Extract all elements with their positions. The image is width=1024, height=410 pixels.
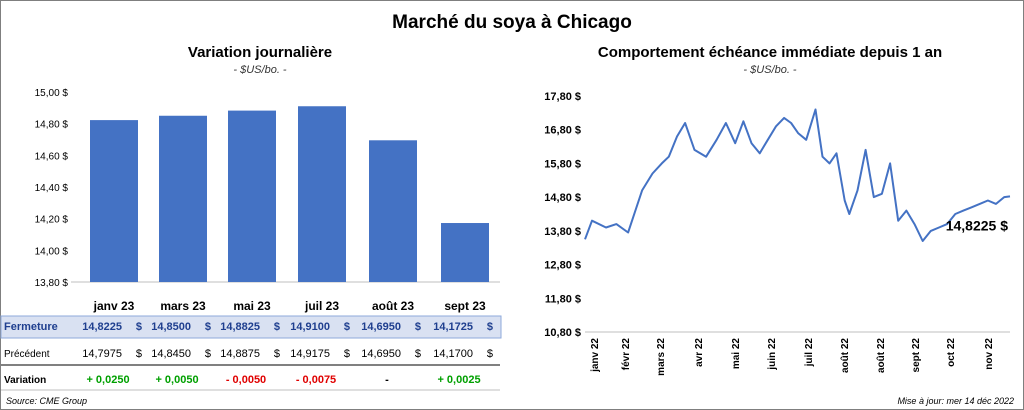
table-cell: - 0,0075 — [296, 374, 336, 386]
table-cell: 14,8875 — [220, 348, 260, 360]
table-cell: 14,8225 — [82, 321, 122, 333]
table-currency: $ — [487, 321, 493, 333]
bar-y-tick-label: 13,80 $ — [35, 278, 69, 289]
line-y-tick-label: 13,80 $ — [544, 226, 581, 238]
bar-chart: 13,80 $ 14,00 $ 14,20 $ 14,40 $ 14,60 $ 14,80… — [0, 88, 502, 391]
table-cell: 14,1725 — [433, 321, 473, 333]
line-x-tick-label: mars 22 — [656, 338, 667, 376]
table-currency: $ — [487, 348, 493, 360]
bar-category-label: sept 23 — [444, 299, 486, 313]
table-cell: 14,9175 — [290, 348, 330, 360]
line-x-tick-label: juin 22 — [767, 338, 778, 371]
line-y-tick-label: 17,80 $ — [544, 91, 581, 103]
table-cell: 14,8500 — [151, 321, 191, 333]
table-currency: $ — [415, 348, 421, 360]
bar-y-tick-label: 14,20 $ — [35, 215, 69, 226]
table-row-label: Précédent — [4, 349, 50, 360]
line-y-tick-label: 14,80 $ — [544, 192, 581, 204]
table-cell: 14,1700 — [433, 348, 473, 360]
table-cell: 14,9100 — [290, 321, 330, 333]
table-currency: $ — [136, 348, 142, 360]
line-x-tick-label: août 22 — [840, 338, 851, 373]
bar — [298, 106, 346, 282]
bar-category-label: janv 23 — [93, 299, 135, 313]
table-row-label: Fermeture — [4, 321, 58, 333]
last-value-label: 14,8225 $ — [946, 217, 1008, 233]
table-currency: $ — [344, 321, 350, 333]
line-x-tick-label: févr 22 — [621, 338, 632, 371]
table-cell: 14,7975 — [82, 348, 122, 360]
table-cell: + 0,0250 — [86, 374, 129, 386]
line-y-tick-label: 11,80 $ — [545, 293, 581, 305]
table-cell: 14,8450 — [151, 348, 191, 360]
bar-y-tick-label: 14,80 $ — [35, 120, 69, 131]
line-x-tick-label: avr 22 — [694, 338, 705, 367]
bar-chart-title: Variation journalière — [187, 44, 333, 61]
price-series-line — [584, 108, 1011, 242]
line-chart-unit: - $US/bo. - — [743, 64, 797, 76]
bar-y-tick-label: 14,00 $ — [35, 246, 69, 257]
line-x-tick-label: sept 22 — [911, 338, 922, 373]
source-note: Source: CME Group — [6, 396, 88, 406]
bar — [159, 115, 207, 282]
table-currency: $ — [274, 348, 280, 360]
bar-category-label: août 23 — [372, 299, 414, 313]
table-cell: 14,8825 — [220, 321, 260, 333]
table-cell: 14,6950 — [361, 321, 401, 333]
table-cell: - — [385, 374, 389, 386]
bar — [441, 223, 489, 282]
line-x-tick-label: janv 22 — [590, 338, 601, 373]
table-currency: $ — [415, 321, 421, 333]
line-x-tick-label: juil 22 — [804, 338, 815, 368]
bar-category-label: mai 23 — [233, 299, 271, 313]
line-y-tick-label: 12,80 $ — [544, 260, 581, 272]
table-cell: + 0,0050 — [155, 374, 198, 386]
line-y-tick-label: 10,80 $ — [544, 327, 581, 339]
line-x-tick-label: août 22 — [876, 338, 887, 373]
bar-chart-unit: - $US/bo. - — [233, 64, 287, 76]
bar-y-tick-label: 15,00 $ — [35, 88, 69, 99]
table-header-fill — [0, 315, 502, 339]
line-x-tick-label: nov 22 — [984, 338, 995, 370]
table-currency: $ — [205, 321, 211, 333]
bar-category-label: mars 23 — [160, 299, 206, 313]
table-currency: $ — [344, 348, 350, 360]
bar — [90, 120, 138, 283]
bar — [228, 110, 276, 283]
line-chart: 10,80 $ 11,80 $ 12,80 $ 13,80 $ 14,80 $ 15,80… — [544, 91, 1011, 376]
table-row-label: Variation — [4, 375, 46, 386]
page-title: Marché du soya à Chicago — [392, 12, 632, 33]
bar-y-tick-label: 14,40 $ — [35, 183, 69, 194]
line-x-tick-label: oct 22 — [946, 338, 957, 367]
update-note: Mise à jour: mer 14 déc 2022 — [897, 396, 1014, 406]
bar-category-label: juil 23 — [304, 299, 339, 313]
table-currency: $ — [136, 321, 142, 333]
table-currency: $ — [274, 321, 280, 333]
line-y-tick-label: 15,80 $ — [544, 158, 581, 170]
bar-y-tick-label: 14,60 $ — [35, 151, 69, 162]
line-y-tick-label: 16,80 $ — [544, 125, 581, 137]
table-cell: 14,6950 — [361, 348, 401, 360]
line-x-tick-label: mai 22 — [731, 338, 742, 370]
table-cell: - 0,0050 — [226, 374, 266, 386]
bar — [369, 140, 417, 282]
table-currency: $ — [205, 348, 211, 360]
line-chart-title: Comportement échéance immédiate depuis 1… — [597, 44, 943, 61]
table-cell: + 0,0025 — [437, 374, 480, 386]
